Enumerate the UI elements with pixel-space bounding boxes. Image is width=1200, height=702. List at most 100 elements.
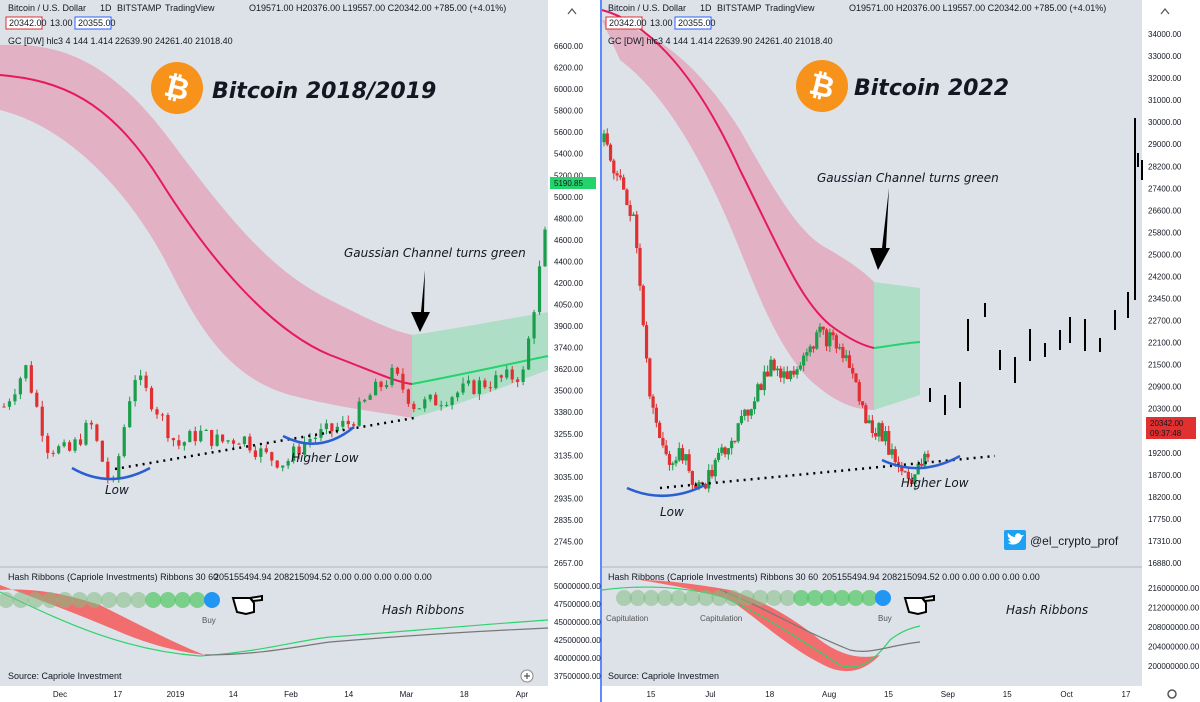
left-hash-pane xyxy=(0,568,548,686)
candle-body xyxy=(477,380,482,394)
candle-body xyxy=(815,332,819,349)
candle-body xyxy=(618,175,622,178)
candle-body xyxy=(532,312,536,339)
y-tick-label: 37500000.00 xyxy=(554,672,601,681)
left-source: Source: Capriole Investment xyxy=(8,671,122,681)
right-sell-button[interactable] xyxy=(605,16,643,30)
candle-body xyxy=(264,448,268,453)
right-exchange: BITSTAMP xyxy=(717,3,761,13)
y-tick-label: 2935.00 xyxy=(554,494,583,503)
left-scroll-up-icon[interactable] xyxy=(567,8,577,15)
ribbon-dot xyxy=(189,592,206,608)
candle-body xyxy=(89,422,94,425)
candle-body xyxy=(782,371,786,378)
candle-body xyxy=(746,409,750,416)
ribbon-dot xyxy=(130,592,147,608)
left-buy-button[interactable] xyxy=(74,16,112,30)
candle-body xyxy=(749,409,753,416)
candle-body xyxy=(847,355,852,368)
ribbon-dot xyxy=(12,592,29,608)
x-tick-label: Dec xyxy=(53,690,67,699)
y-tick-label: 3500.00 xyxy=(554,387,583,396)
left-hash-dots xyxy=(0,592,220,608)
candle-body xyxy=(29,365,33,393)
candle-body xyxy=(772,359,776,371)
left-higherlow-arc xyxy=(282,426,355,445)
y-tick-label: 34000.00 xyxy=(1148,30,1182,39)
left-last-price: 5190.85 xyxy=(554,179,583,188)
candle-body xyxy=(139,375,143,380)
ribbon-dot xyxy=(42,592,59,608)
ribbon-dot xyxy=(56,592,73,608)
left-higherlow-label: Higher Low xyxy=(291,451,359,465)
candle-body xyxy=(919,463,924,466)
candle-body xyxy=(795,369,799,375)
right-scroll-up-icon[interactable] xyxy=(1160,8,1170,15)
candle-body xyxy=(658,422,662,438)
candle-body xyxy=(697,482,701,489)
left-y-axis-ticks: 6600.00 6200.00 6000.00 5800.00 5600.00 5400.… xyxy=(554,42,583,568)
left-settings-icon[interactable] xyxy=(520,669,534,683)
y-tick-label: 25800.00 xyxy=(1148,228,1182,237)
ribbon-dot xyxy=(643,590,660,606)
y-tick-label: 26600.00 xyxy=(1148,206,1182,215)
candle-body xyxy=(395,367,400,374)
right-settings-icon[interactable] xyxy=(1167,689,1177,699)
left-hash-line-slow xyxy=(204,627,549,656)
y-tick-label: 5600.00 xyxy=(554,128,583,137)
y-tick-label: 32000.00 xyxy=(1148,74,1182,83)
candle-body xyxy=(654,407,658,423)
candle-body xyxy=(122,427,126,457)
candle-body xyxy=(739,416,744,424)
x-tick-label: 2019 xyxy=(167,690,185,699)
y-tick-label: 31000.00 xyxy=(1148,96,1182,105)
x-tick-label: 15 xyxy=(647,690,656,699)
candle-body xyxy=(887,431,891,455)
y-tick-label: 27400.00 xyxy=(1148,184,1182,193)
left-exchange: BITSTAMP xyxy=(117,3,161,13)
candle-body xyxy=(450,397,454,405)
candle-body xyxy=(160,414,165,416)
candle-body xyxy=(694,484,698,489)
candle-body xyxy=(844,355,848,359)
candle-body xyxy=(612,160,616,174)
candle-body xyxy=(628,205,632,216)
ribbon-dot xyxy=(86,592,103,608)
y-tick-label: 42500000.00 xyxy=(554,636,601,645)
right-time-axis xyxy=(602,686,1142,702)
candle-body xyxy=(802,355,806,366)
right-gaussian-label: Gaussian Channel turns green xyxy=(817,171,999,185)
ribbon-dot xyxy=(847,590,864,606)
candle-body xyxy=(516,379,520,382)
ribbon-dot xyxy=(629,590,646,606)
left-sell-button[interactable] xyxy=(5,16,43,30)
candle-body xyxy=(106,461,110,480)
ribbon-dot xyxy=(752,590,769,606)
candle-body xyxy=(857,382,861,402)
ribbon-dot xyxy=(174,592,191,608)
y-tick-label: 33000.00 xyxy=(1148,52,1182,61)
candle-body xyxy=(215,434,219,446)
right-last-price: 20342.00 xyxy=(1150,419,1184,428)
candle-body xyxy=(18,378,22,395)
y-tick-label: 4600.00 xyxy=(554,236,583,245)
right-buy-button[interactable] xyxy=(674,16,712,30)
y-tick-label: 47500000.00 xyxy=(554,600,601,609)
x-tick-label: Apr xyxy=(516,690,529,699)
x-tick-label: 14 xyxy=(344,690,353,699)
left-sell-price: 20342.00 xyxy=(9,18,47,28)
right-last-price-tag xyxy=(1146,417,1196,439)
candle-body xyxy=(149,387,154,410)
candle-body xyxy=(824,329,829,347)
candle-body xyxy=(248,436,252,451)
ribbon-dot xyxy=(861,590,878,606)
y-tick-label: 29000.00 xyxy=(1148,140,1182,149)
y-tick-label: 30000.00 xyxy=(1148,118,1182,127)
y-tick-label: 16880.00 xyxy=(1148,559,1182,568)
x-tick-label: Aug xyxy=(822,690,836,699)
right-pointing-hand-icon xyxy=(903,594,935,616)
right-hash-y-axis-ticks: 216000000.00 212000000.00 208000000.00 2040… xyxy=(1148,584,1200,671)
right-indicator-values: 22639.90 24261.40 21018.40 xyxy=(715,36,833,46)
y-tick-label: 17310.00 xyxy=(1148,537,1182,546)
x-tick-label: Mar xyxy=(400,690,414,699)
